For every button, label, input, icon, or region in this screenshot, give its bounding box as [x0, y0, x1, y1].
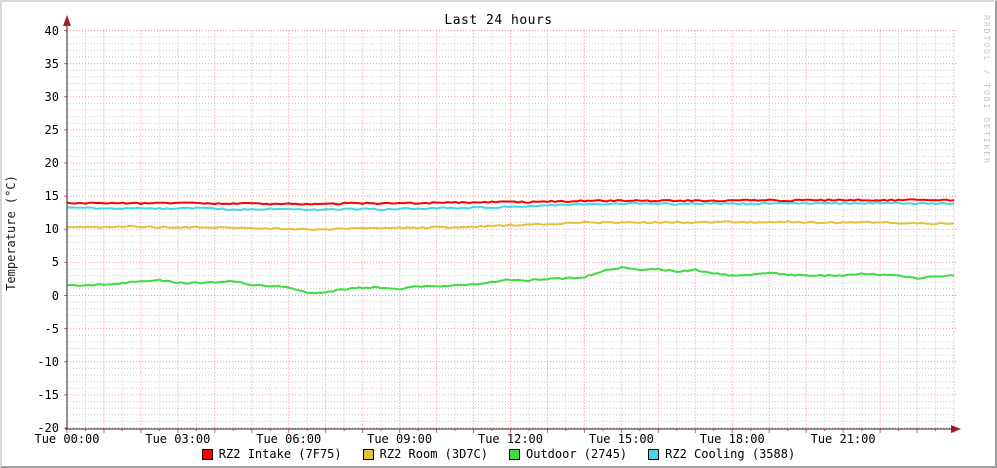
- y-tick-label: 40: [44, 23, 59, 38]
- x-tick-label: Tue 15:00: [588, 432, 654, 446]
- y-tick-label: 35: [44, 56, 59, 71]
- series-line: [66, 201, 955, 212]
- series-rz2-cooling-3588-: [66, 201, 955, 212]
- x-tick-label: Tue 12:00: [477, 432, 544, 446]
- legend-label: RZ2 Cooling (3588): [665, 447, 796, 461]
- gold-square-icon: [362, 448, 374, 460]
- legend-label: Outdoor (2745): [526, 447, 628, 461]
- axis-ticks: [64, 30, 955, 433]
- legend-label: RZ2 Intake (7F75): [218, 447, 342, 461]
- y-tick-label: 5: [51, 255, 59, 270]
- x-tick-label: Tue 18:00: [699, 432, 765, 446]
- x-tick-label: Tue 21:00: [810, 432, 876, 446]
- y-tick-label: 15: [44, 189, 59, 204]
- x-axis-arrow-icon: [951, 425, 961, 433]
- y-tick-label: -15: [37, 387, 59, 402]
- legend-item-outdoor: Outdoor (2745): [509, 447, 627, 461]
- series-rz2-intake-7f75-: [66, 198, 955, 206]
- y-tick-label: 25: [44, 122, 59, 137]
- legend-item-room: RZ2 Room (3D7C): [362, 447, 488, 461]
- legend-item-cooling: RZ2 Cooling (3588): [648, 447, 795, 461]
- y-tick-label: -10: [37, 354, 59, 369]
- red-square-icon: [201, 448, 213, 460]
- y-axis-arrow-icon: [63, 15, 71, 26]
- series-line: [66, 198, 955, 206]
- y-tick-label: -5: [44, 321, 59, 336]
- y-tick-label: 10: [44, 222, 59, 237]
- series-rz2-room-3d7c-: [67, 220, 955, 231]
- y-tick-label: 20: [44, 156, 59, 170]
- legend-label: RZ2 Room (3D7C): [379, 447, 488, 461]
- x-tick-label: Tue 06:00: [256, 432, 322, 446]
- legend-item-intake: RZ2 Intake (7F75): [201, 447, 342, 461]
- y-tick-label: 0: [51, 288, 59, 303]
- x-tick-label: Tue 03:00: [145, 432, 211, 446]
- x-tick-label: Tue 09:00: [367, 432, 433, 446]
- y-tick-label: 30: [44, 89, 59, 104]
- y-tick-label: -20: [37, 421, 59, 435]
- legend: RZ2 Intake (7F75) RZ2 Room (3D7C) Outdoo…: [2, 447, 995, 461]
- green-square-icon: [509, 448, 520, 460]
- series-line: [67, 220, 955, 231]
- axes: [63, 15, 961, 433]
- chart-title: Last 24 hours: [444, 13, 553, 28]
- cyan-square-icon: [648, 448, 660, 460]
- series-outdoor-2745-: [66, 266, 955, 295]
- series-line: [66, 266, 955, 295]
- x-tick-label: Tue 00:00: [34, 432, 100, 446]
- rrdtool-watermark: RRDTOOL / TOBI OETIKER: [982, 15, 991, 165]
